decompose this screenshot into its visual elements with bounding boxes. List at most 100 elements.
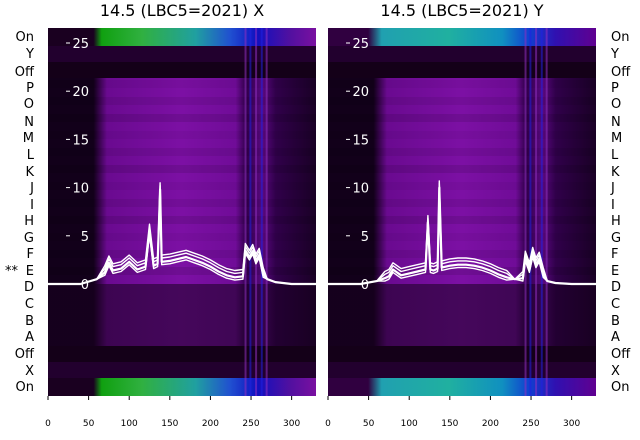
heatmap-row-on-bottom: [328, 378, 596, 396]
heatmap-body-lower: [48, 284, 316, 346]
row-label: G: [24, 231, 34, 246]
row-label: K: [25, 165, 34, 180]
y-tick-label: 0: [361, 278, 369, 293]
overlay-line: [48, 191, 316, 285]
heatmap-row-on-top: [328, 28, 596, 46]
row-label: E: [611, 264, 619, 279]
row-label: Off: [15, 347, 35, 362]
overlay-line: [328, 189, 596, 285]
y-tick-label: 10: [72, 182, 89, 197]
heatmap-stripe: [328, 165, 596, 173]
x-tick-label: 150: [441, 419, 458, 429]
heatmap-row-top-dark: [48, 46, 316, 62]
x-tick-label: 0: [325, 419, 331, 429]
chart-title: 14.5 (LBC5=2021) Y: [380, 1, 543, 20]
row-label: On: [16, 380, 34, 395]
row-label: P: [611, 81, 619, 96]
heatmap-stripe: [328, 199, 596, 207]
heatmap-row-off-bottom: [328, 346, 596, 362]
heatmap-streak: [255, 28, 258, 396]
heatmap-stripe: [48, 267, 316, 275]
row-label: H: [24, 214, 34, 229]
row-label: On: [611, 30, 629, 45]
heatmap-streak: [260, 28, 263, 396]
heatmap-stripe: [48, 199, 316, 207]
heatmap-streak: [524, 28, 527, 396]
heatmap-row-on-bottom: [48, 378, 316, 396]
row-label: L: [27, 148, 35, 163]
row-label: On: [16, 30, 34, 45]
heatmap-streak: [244, 28, 247, 396]
overlay-line: [328, 183, 596, 285]
x-tick-label: 50: [363, 419, 375, 429]
heatmap-row-on-top: [48, 28, 316, 46]
y-tick-label: 15: [72, 133, 89, 148]
row-label: Off: [611, 347, 631, 362]
heatmap-stripe: [328, 114, 596, 122]
row-label: D: [611, 280, 621, 295]
overlay-line: [48, 185, 316, 285]
overlay-line: [48, 182, 316, 285]
overlay-line: [328, 180, 596, 285]
heatmap-body-upper: [48, 78, 316, 284]
chart-title: 14.5 (LBC5=2021) X: [100, 1, 264, 20]
heatmap-stripe: [328, 233, 596, 241]
row-label: Off: [15, 65, 35, 80]
heatmap-stripe: [48, 165, 316, 173]
row-label: Off: [611, 65, 631, 80]
x-tick-label: 100: [121, 419, 138, 429]
row-marker: **: [5, 264, 19, 279]
heatmap-stripe: [48, 182, 316, 190]
heatmap-stripe: [48, 80, 316, 88]
row-label: C: [611, 297, 620, 312]
y-tick-label: 25: [352, 37, 369, 52]
heatmap-stripe: [328, 97, 596, 105]
row-label: N: [24, 115, 34, 130]
row-label: E: [26, 264, 34, 279]
row-label: I: [30, 198, 34, 213]
row-label: I: [611, 198, 615, 213]
y-tick-label: 20: [352, 85, 369, 100]
row-label: B: [611, 314, 620, 329]
heatmap-stripe: [48, 216, 316, 224]
row-label: On: [611, 380, 629, 395]
heatmap-row-top-dark: [328, 46, 596, 62]
row-label: L: [611, 148, 619, 163]
x-tick-label: 250: [242, 419, 259, 429]
heatmap-streak: [529, 28, 532, 396]
heatmap-streak: [265, 28, 268, 396]
heatmap-streak: [545, 28, 548, 396]
row-label: G: [611, 231, 621, 246]
heatmap-stripe: [48, 97, 316, 105]
heatmap-body-upper: [328, 78, 596, 284]
heatmap-stripe: [328, 267, 596, 275]
x-tick-label: 150: [161, 419, 178, 429]
row-label: O: [611, 97, 621, 112]
row-label: D: [24, 280, 34, 295]
row-label: B: [25, 314, 34, 329]
heatmap-stripe: [328, 216, 596, 224]
heatmap-stripe: [328, 250, 596, 258]
row-label: F: [611, 247, 618, 262]
x-tick-label: 250: [522, 419, 539, 429]
heatmap-stripe: [48, 131, 316, 139]
row-label: X: [611, 364, 620, 379]
row-label: J: [610, 181, 615, 196]
row-label: F: [27, 247, 34, 262]
row-label: O: [24, 97, 34, 112]
heatmap-stripe: [328, 131, 596, 139]
heatmap-row-bottom-dark: [328, 362, 596, 378]
heatmap-stripe: [48, 148, 316, 156]
overlay-line: [328, 186, 596, 286]
x-tick-label: 200: [202, 419, 219, 429]
row-label: P: [26, 81, 34, 96]
row-label: A: [611, 330, 620, 345]
heatmap-stripe: [328, 148, 596, 156]
row-label: A: [25, 330, 34, 345]
x-tick-label: 300: [283, 419, 300, 429]
heatmap-row-off-top: [328, 62, 596, 78]
row-label: Y: [610, 47, 619, 62]
heatmap-stripe: [328, 80, 596, 88]
row-label: M: [611, 131, 622, 146]
